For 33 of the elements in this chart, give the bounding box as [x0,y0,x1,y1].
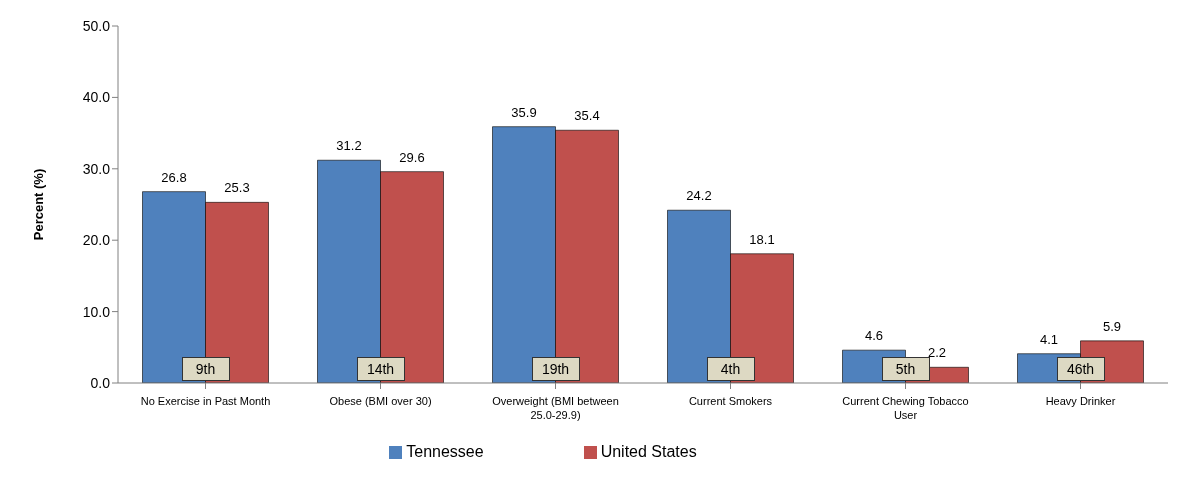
y-tick-label: 30.0 [82,160,111,177]
annotation: 46th [1056,357,1105,381]
x-tick-label: Overweight (BMI between 25.0-29.9) [492,395,619,421]
x-tick-label: No Exercise in Past Month [140,395,271,407]
data-label: 5.9 [1102,318,1122,334]
x-tick-label: Current Chewing Tobacco User [842,395,969,421]
data-label: 2.2 [927,345,947,361]
x-tick-label: Current Smokers [688,395,773,407]
annotation: 5th [881,357,930,381]
y-axis-title: Percent (%) [30,168,46,241]
y-tick-label: 0.0 [90,374,111,391]
legend-label: Tennessee [406,443,484,460]
annotation: 19th [531,357,580,381]
y-tick-label: 10.0 [82,303,111,320]
y-tick-label: 20.0 [82,232,111,249]
data-label: 25.3 [224,180,250,196]
x-tick-label: Obese (BMI over 30) [329,395,432,407]
y-tick-label: 50.0 [82,17,111,34]
annotation: 14th [356,357,405,381]
x-tick-label: Heavy Drinker [1045,395,1116,407]
data-label: 4.1 [1039,331,1059,347]
data-label: 35.4 [574,108,600,124]
annotation: 9th [181,357,230,381]
data-label: 26.8 [161,169,187,185]
legend-label: United States [600,443,697,460]
data-label: 29.6 [399,149,425,165]
data-label: 35.9 [511,104,537,120]
data-label: 18.1 [749,231,775,247]
y-tick-label: 40.0 [82,89,111,106]
data-label: 31.2 [336,138,362,154]
annotation: 4th [706,357,755,381]
data-label: 24.2 [686,188,712,204]
data-label: 4.6 [864,328,884,344]
